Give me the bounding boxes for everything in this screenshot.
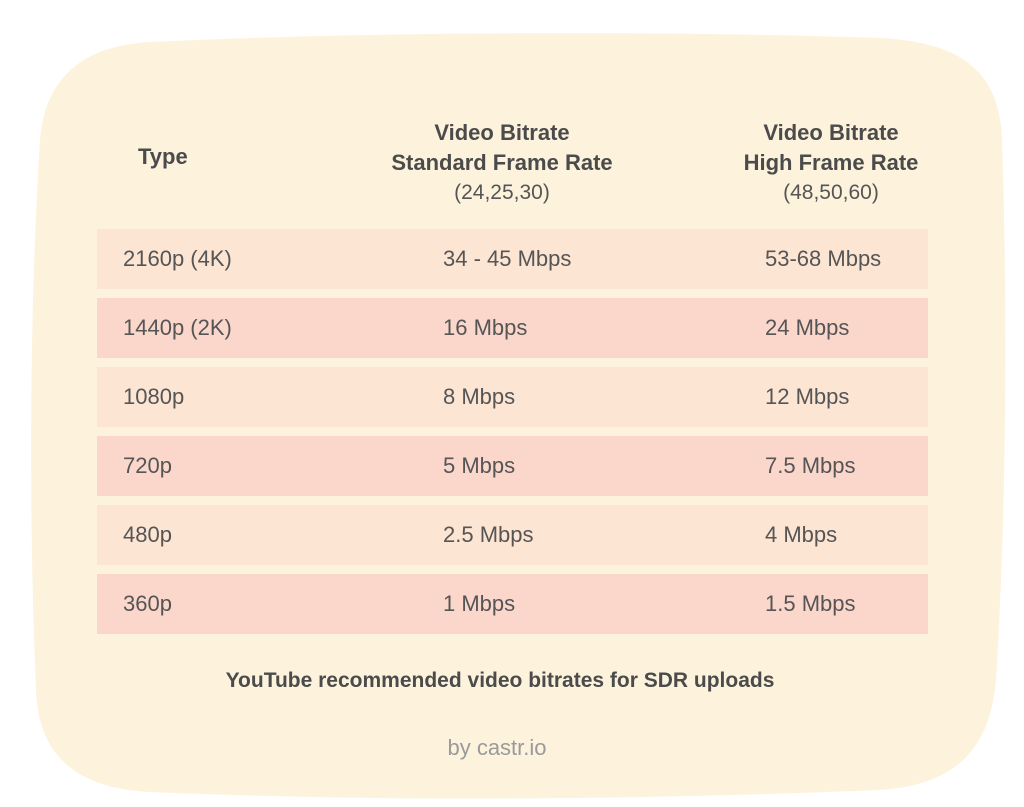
table-row: 1440p (2K) 16 Mbps 24 Mbps bbox=[97, 298, 928, 358]
type-cell: 2160p (4K) bbox=[123, 246, 232, 271]
type-cell: 1440p (2K) bbox=[123, 315, 232, 340]
high-bitrate-cell: 12 Mbps bbox=[765, 384, 850, 409]
column-header-high: Video Bitrate High Frame Rate (48,50,60) bbox=[716, 118, 946, 208]
table-header: Type Video Bitrate Standard Frame Rate (… bbox=[0, 118, 1024, 214]
credit-text: by castr.io bbox=[447, 735, 547, 760]
standard-header-title: Video Bitrate bbox=[434, 120, 570, 145]
high-bitrate-cell: 24 Mbps bbox=[765, 315, 850, 340]
high-header-subtitle: High Frame Rate bbox=[743, 150, 919, 175]
table-body: 2160p (4K) 34 - 45 Mbps 53-68 Mbps 1440p… bbox=[97, 229, 928, 643]
standard-bitrate-cell: 34 - 45 Mbps bbox=[443, 246, 572, 271]
standard-bitrate-cell: 8 Mbps bbox=[443, 384, 516, 409]
standard-bitrate-cell: 1 Mbps bbox=[443, 591, 516, 616]
type-cell: 360p bbox=[123, 591, 172, 616]
high-bitrate-cell: 53-68 Mbps bbox=[765, 246, 882, 271]
table-row: 1080p 8 Mbps 12 Mbps bbox=[97, 367, 928, 427]
high-bitrate-cell: 1.5 Mbps bbox=[765, 591, 856, 616]
table-caption: YouTube recommended video bitrates for S… bbox=[225, 669, 775, 692]
type-header-label: Type bbox=[138, 144, 188, 169]
standard-bitrate-cell: 5 Mbps bbox=[443, 453, 516, 478]
high-header-title: Video Bitrate bbox=[763, 120, 899, 145]
table-row: 480p 2.5 Mbps 4 Mbps bbox=[97, 505, 928, 565]
standard-bitrate-cell: 16 Mbps bbox=[443, 315, 528, 340]
high-bitrate-cell: 4 Mbps bbox=[765, 522, 838, 547]
table-row: 360p 1 Mbps 1.5 Mbps bbox=[97, 574, 928, 634]
standard-bitrate-cell: 2.5 Mbps bbox=[443, 522, 534, 547]
column-header-type: Type bbox=[138, 142, 188, 172]
type-cell: 480p bbox=[123, 522, 172, 547]
standard-header-rates: (24,25,30) bbox=[454, 181, 550, 204]
high-header-rates: (48,50,60) bbox=[783, 181, 879, 204]
type-cell: 720p bbox=[123, 453, 172, 478]
table-row: 720p 5 Mbps 7.5 Mbps bbox=[97, 436, 928, 496]
table-row: 2160p (4K) 34 - 45 Mbps 53-68 Mbps bbox=[97, 229, 928, 289]
type-cell: 1080p bbox=[123, 384, 185, 409]
high-bitrate-cell: 7.5 Mbps bbox=[765, 453, 856, 478]
standard-header-subtitle: Standard Frame Rate bbox=[391, 150, 613, 175]
column-header-standard: Video Bitrate Standard Frame Rate (24,25… bbox=[362, 118, 642, 208]
